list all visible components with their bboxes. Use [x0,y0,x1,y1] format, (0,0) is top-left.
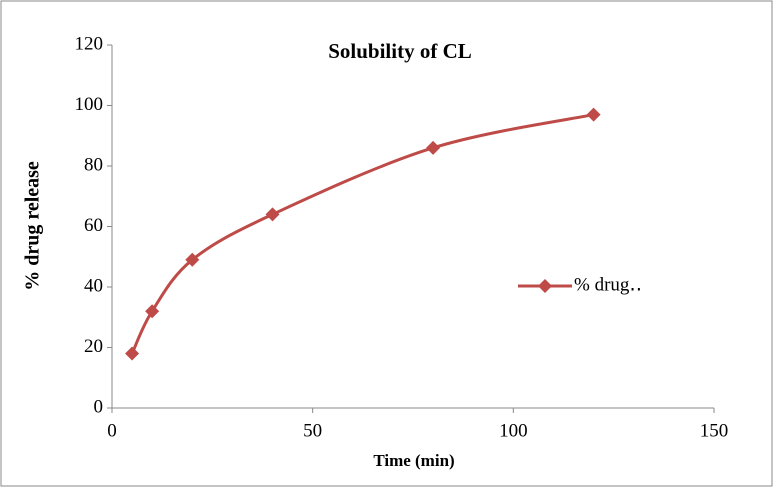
y-tick-label: 20 [84,336,103,357]
marker [586,107,601,122]
marker [185,252,200,267]
y-tick-label: 60 [84,215,103,236]
y-tick-label: 0 [94,396,104,417]
y-tick-label: 120 [75,33,104,54]
marker [426,140,441,155]
marker [265,207,280,222]
marker [125,346,140,361]
x-tick-label: 100 [499,420,528,441]
marker [145,304,160,319]
y-axis-title: % drug release [22,161,44,291]
x-axis-title: Time (min) [373,451,454,470]
y-tick-label: 100 [75,94,104,115]
x-tick-label: 50 [303,420,322,441]
legend-label: % drug‥ [574,274,642,295]
chart-title: Solubility of CL [328,39,472,63]
legend-marker [538,279,552,293]
y-tick-label: 40 [84,275,103,296]
x-tick-label: 150 [700,420,729,441]
x-tick-label: 0 [107,420,117,441]
y-tick-label: 80 [84,154,103,175]
